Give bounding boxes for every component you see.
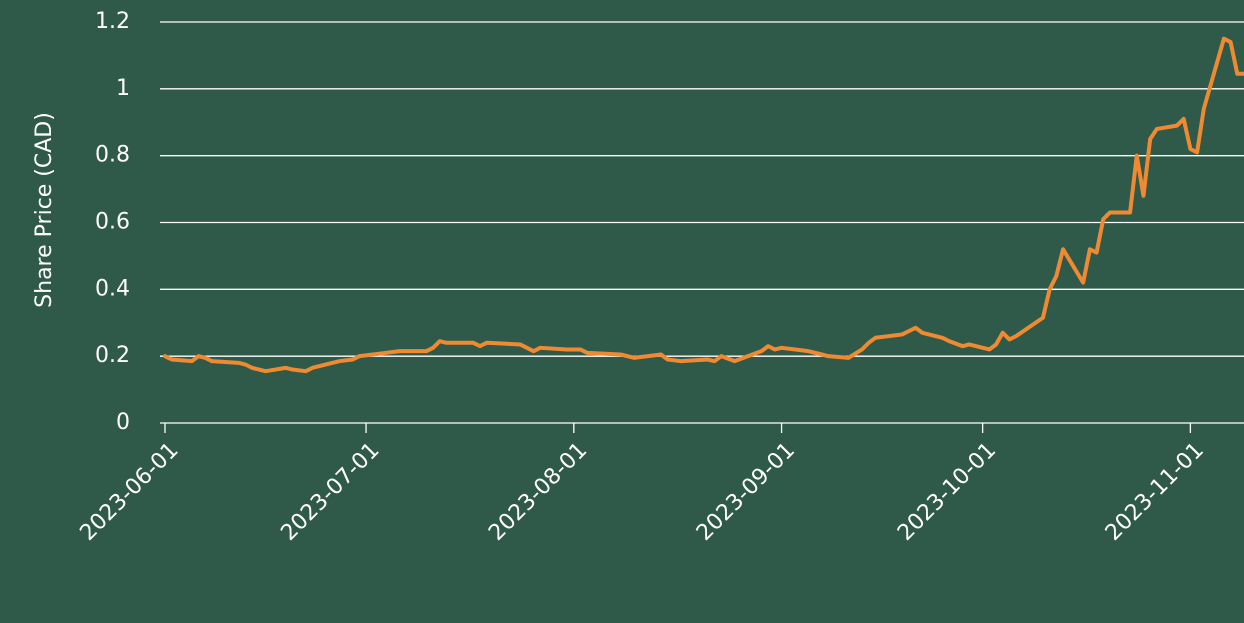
x-tick-label: 2023-06-01 [75, 438, 183, 546]
x-tick-label: 2023-11-01 [1101, 438, 1209, 546]
y-tick-label: 0.2 [95, 343, 130, 368]
x-tick-label: 2023-10-01 [893, 438, 1001, 546]
x-tick-label: 2023-07-01 [276, 438, 384, 546]
y-tick-label: 0.6 [95, 210, 130, 235]
x-tick-label: 2023-09-01 [692, 438, 800, 546]
price-line [163, 36, 1244, 374]
y-tick-label: 0.4 [95, 276, 130, 301]
y-axis-title: Share Price (CAD) [32, 112, 57, 308]
y-tick-label: 1 [116, 76, 130, 101]
y-tick-label: 0 [116, 410, 130, 435]
y-tick-label: 0.8 [95, 143, 130, 168]
y-tick-label: 1.2 [95, 9, 130, 34]
x-tick-label: 2023-08-01 [484, 438, 592, 546]
